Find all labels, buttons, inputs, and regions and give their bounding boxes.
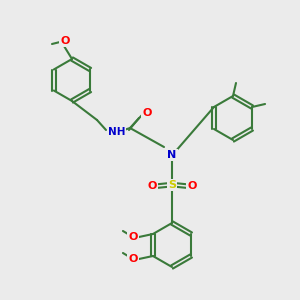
Text: NH: NH bbox=[108, 127, 125, 137]
Text: O: O bbox=[60, 36, 70, 46]
Text: O: O bbox=[128, 232, 138, 242]
Text: O: O bbox=[147, 181, 157, 191]
Text: O: O bbox=[128, 254, 138, 264]
Text: O: O bbox=[187, 181, 197, 191]
Text: N: N bbox=[167, 150, 177, 160]
Text: S: S bbox=[168, 180, 176, 190]
Text: O: O bbox=[142, 108, 152, 118]
